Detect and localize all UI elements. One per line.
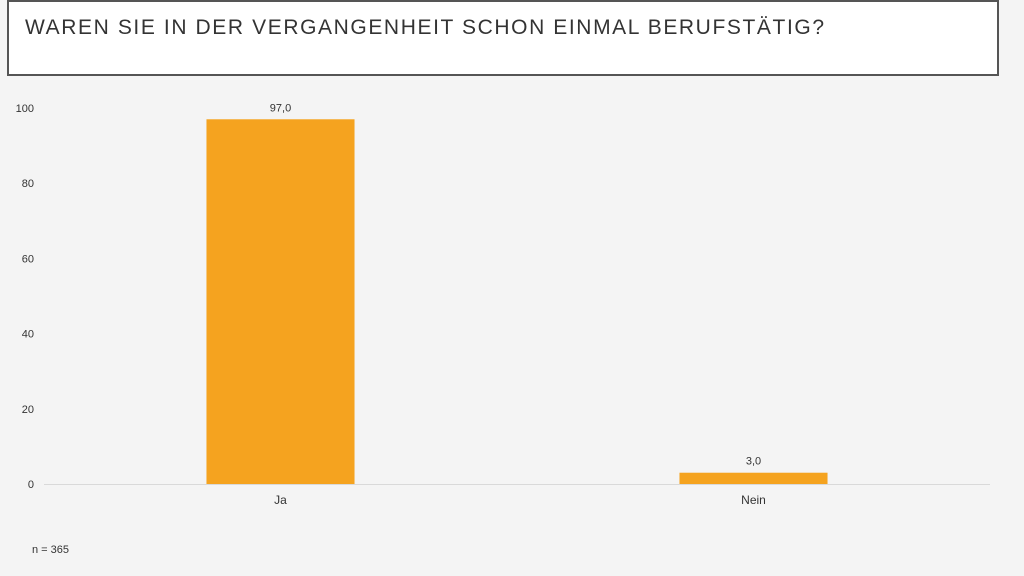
y-tick-label: 0 (28, 479, 34, 491)
y-axis-ticks: 0 20 40 60 80 100 (16, 103, 34, 491)
category-labels: Ja Nein (274, 493, 766, 507)
y-tick-label: 60 (22, 253, 34, 265)
sample-size-note: n = 365 (32, 544, 70, 556)
category-label: Nein (741, 493, 766, 507)
y-tick-label: 80 (22, 178, 34, 190)
category-label: Ja (274, 493, 287, 507)
data-label: 3,0 (746, 456, 761, 468)
y-tick-label: 100 (16, 103, 34, 115)
bars (206, 119, 828, 484)
y-tick-label: 40 (22, 329, 34, 341)
bar-ja (206, 119, 355, 484)
title-box: WAREN SIE IN DER VERGANGENHEIT SCHON EIN… (7, 0, 999, 76)
data-label: 97,0 (270, 102, 291, 114)
bar-nein (679, 472, 828, 484)
slide-title: WAREN SIE IN DER VERGANGENHEIT SCHON EIN… (25, 16, 826, 39)
y-tick-label: 20 (22, 404, 34, 416)
data-labels: 97,0 3,0 (270, 102, 761, 467)
